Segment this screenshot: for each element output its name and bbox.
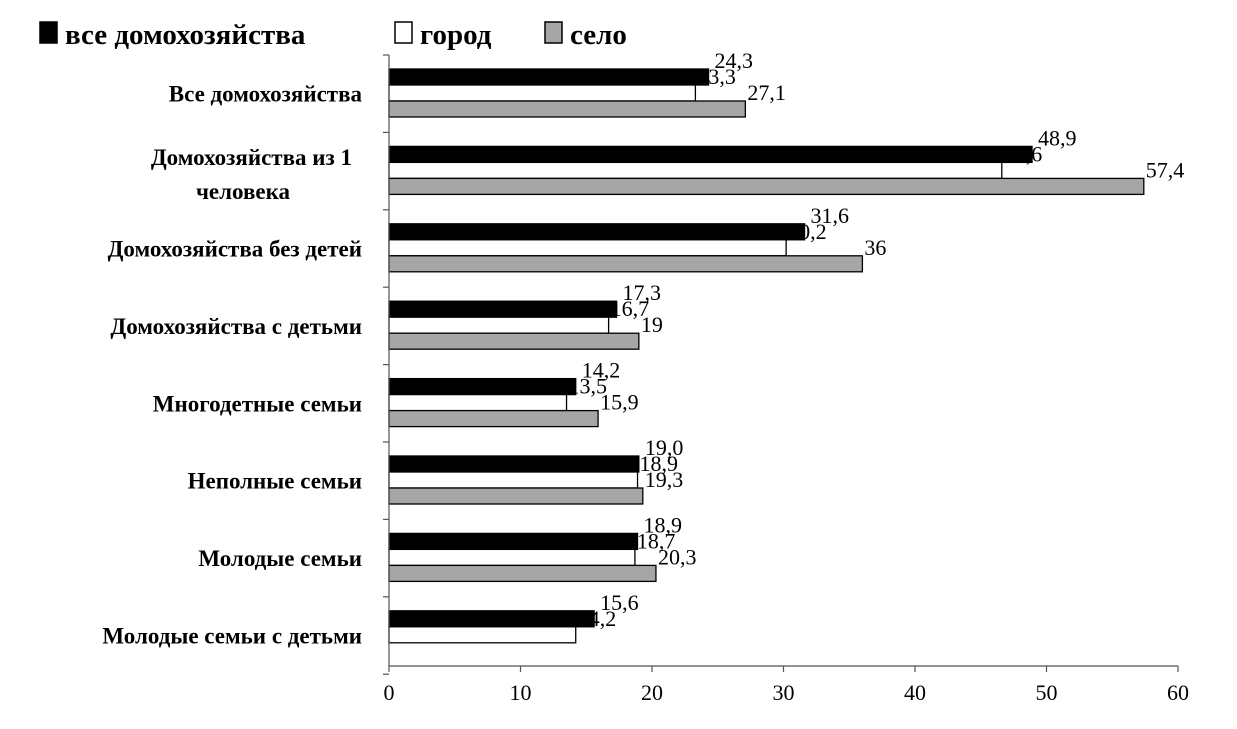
category-label: Домохозяйства из 1 человека xyxy=(151,145,352,204)
data-label: 15,6 xyxy=(600,590,639,615)
axes: 0 10 20 30 40 50 60 xyxy=(383,54,1189,705)
data-label: 57,4 xyxy=(1146,157,1185,182)
category-label: Домохозяйства с детьми xyxy=(110,314,362,339)
bar xyxy=(388,332,640,350)
bar xyxy=(388,548,636,567)
data-label: 48,9 xyxy=(1038,125,1077,150)
x-tick-label: 0 xyxy=(384,680,395,705)
bar xyxy=(388,316,610,334)
bar xyxy=(388,300,618,318)
bar xyxy=(388,487,644,505)
bar xyxy=(388,626,577,644)
x-tick-label: 40 xyxy=(904,680,926,705)
bar xyxy=(388,377,577,396)
data-label: 19,0 xyxy=(645,435,684,460)
data-label: 36 xyxy=(864,235,886,260)
x-tick-label: 60 xyxy=(1167,680,1189,705)
legend-swatch-2 xyxy=(544,21,563,44)
legend-label-1: город xyxy=(420,19,492,51)
legend-swatch-0 xyxy=(39,21,58,44)
data-label: 20,3 xyxy=(658,544,697,569)
data-label: 18,7 xyxy=(637,528,676,553)
bar xyxy=(388,145,1033,164)
bar xyxy=(388,532,639,551)
bar xyxy=(388,100,747,118)
data-label: 18,9 xyxy=(644,512,683,537)
bar xyxy=(388,239,787,257)
bar xyxy=(388,610,595,628)
data-label: 24,3 xyxy=(715,48,754,73)
legend-label-0: все домохозяйства xyxy=(65,19,306,51)
bar xyxy=(388,409,599,428)
data-label: 13,5 xyxy=(569,374,608,399)
bar xyxy=(388,161,1003,180)
data-label: 14,2 xyxy=(582,358,621,383)
bar xyxy=(388,255,864,273)
category-label: Молодые семьи xyxy=(198,546,362,571)
bar xyxy=(388,223,806,241)
data-label: 30,2 xyxy=(788,219,827,244)
data-label: 15,9 xyxy=(600,390,639,415)
category-label: Все домохозяйства xyxy=(169,82,363,107)
x-tick-label: 30 xyxy=(773,680,795,705)
x-tick-label: 10 xyxy=(510,680,532,705)
data-label: 18,9 xyxy=(640,451,679,476)
category-label: Молодые семьи с детьми xyxy=(102,624,362,649)
bar xyxy=(388,564,657,583)
category-label: Многодетные семьи xyxy=(153,391,362,416)
category-labels: Все домохозяйства Домохозяйства из 1 челов… xyxy=(102,82,362,649)
data-label: 23,3 xyxy=(697,64,736,89)
data-label: 27,1 xyxy=(747,80,786,105)
data-label: 46,6 xyxy=(1004,141,1043,166)
legend-swatch-1 xyxy=(394,21,413,44)
data-label: 16,7 xyxy=(611,296,650,321)
bar xyxy=(388,84,697,102)
legend: все домохозяйства город село xyxy=(39,19,627,51)
value-labels: 24,323,3 27,1 48,946,6 57,4 31,630,2 36 17,316… xyxy=(569,48,1185,631)
bar xyxy=(388,177,1145,196)
bar xyxy=(388,455,640,473)
data-label: 19 xyxy=(641,312,663,337)
bar xyxy=(388,471,639,489)
legend-label-2: село xyxy=(570,19,627,51)
data-label: 14,2 xyxy=(578,606,617,631)
data-label: 17,3 xyxy=(622,280,661,305)
category-label: Домохозяйства без детей xyxy=(108,237,362,262)
data-label: 19,3 xyxy=(645,467,684,492)
data-label: 31,6 xyxy=(811,203,850,228)
bar xyxy=(388,68,710,86)
x-tick-label: 20 xyxy=(641,680,663,705)
x-tick-label: 50 xyxy=(1036,680,1058,705)
category-label: Неполные семьи xyxy=(188,469,362,494)
bar xyxy=(388,393,568,412)
